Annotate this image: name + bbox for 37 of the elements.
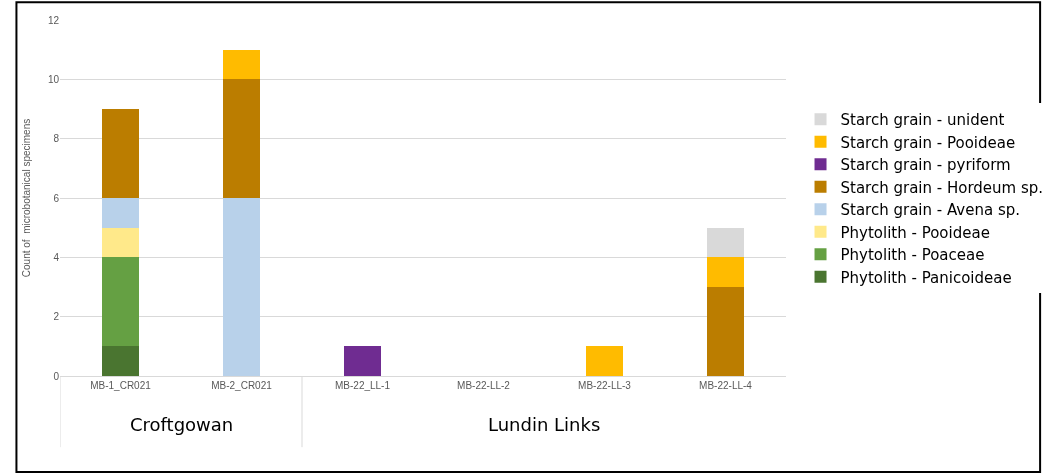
y-tick-label: 10 — [47, 73, 60, 85]
y-tick-label: 0 — [53, 370, 60, 382]
legend-label: Starch grain - Pooideae — [840, 133, 1016, 152]
legend-label: Phytolith - Pooideae — [840, 223, 990, 242]
bar — [344, 346, 381, 376]
x-tick-label: MB-22_LL-1 — [334, 380, 391, 391]
bar — [102, 257, 139, 347]
legend-label: Starch grain - unident — [840, 111, 1005, 130]
bar — [102, 346, 139, 376]
y-tick-label: 4 — [53, 251, 60, 263]
bar — [707, 227, 744, 258]
bar — [586, 346, 623, 376]
legend-label: Starch grain - Hordeum sp. — [840, 178, 1044, 197]
legend-label: Starch grain - pyriform — [840, 156, 1011, 175]
y-tick-label: 12 — [47, 14, 60, 26]
bar — [707, 257, 744, 287]
legend-label: Phytolith - Poaceae — [840, 246, 985, 265]
y-tick-label: 8 — [53, 133, 60, 145]
y-tick-label: 6 — [53, 192, 60, 204]
bar — [223, 49, 260, 80]
x-tick-label: MB-2_CR021 — [211, 380, 273, 391]
x-tick-label: MB-22-LL-2 — [457, 380, 511, 391]
text: Lundin Links — [488, 414, 601, 435]
x-tick-label: MB-22-LL-3 — [578, 380, 632, 391]
x-tick-label: MB-1_CR021 — [90, 380, 152, 391]
bar — [102, 227, 139, 258]
bar — [223, 79, 260, 198]
y-tick-label: 2 — [53, 311, 60, 323]
legend-label: Starch grain - Avena sp. — [840, 201, 1021, 220]
bar — [707, 287, 744, 376]
x-tick-label: MB-22-LL-4 — [699, 380, 753, 391]
bar — [102, 198, 139, 228]
bar — [102, 109, 139, 198]
legend-label: Phytolith - Panicoideae — [840, 268, 1012, 287]
bar — [223, 198, 260, 376]
y-axis-title: Count of microbotanical specimens — [20, 118, 32, 278]
text: Croftgowan — [130, 414, 234, 435]
